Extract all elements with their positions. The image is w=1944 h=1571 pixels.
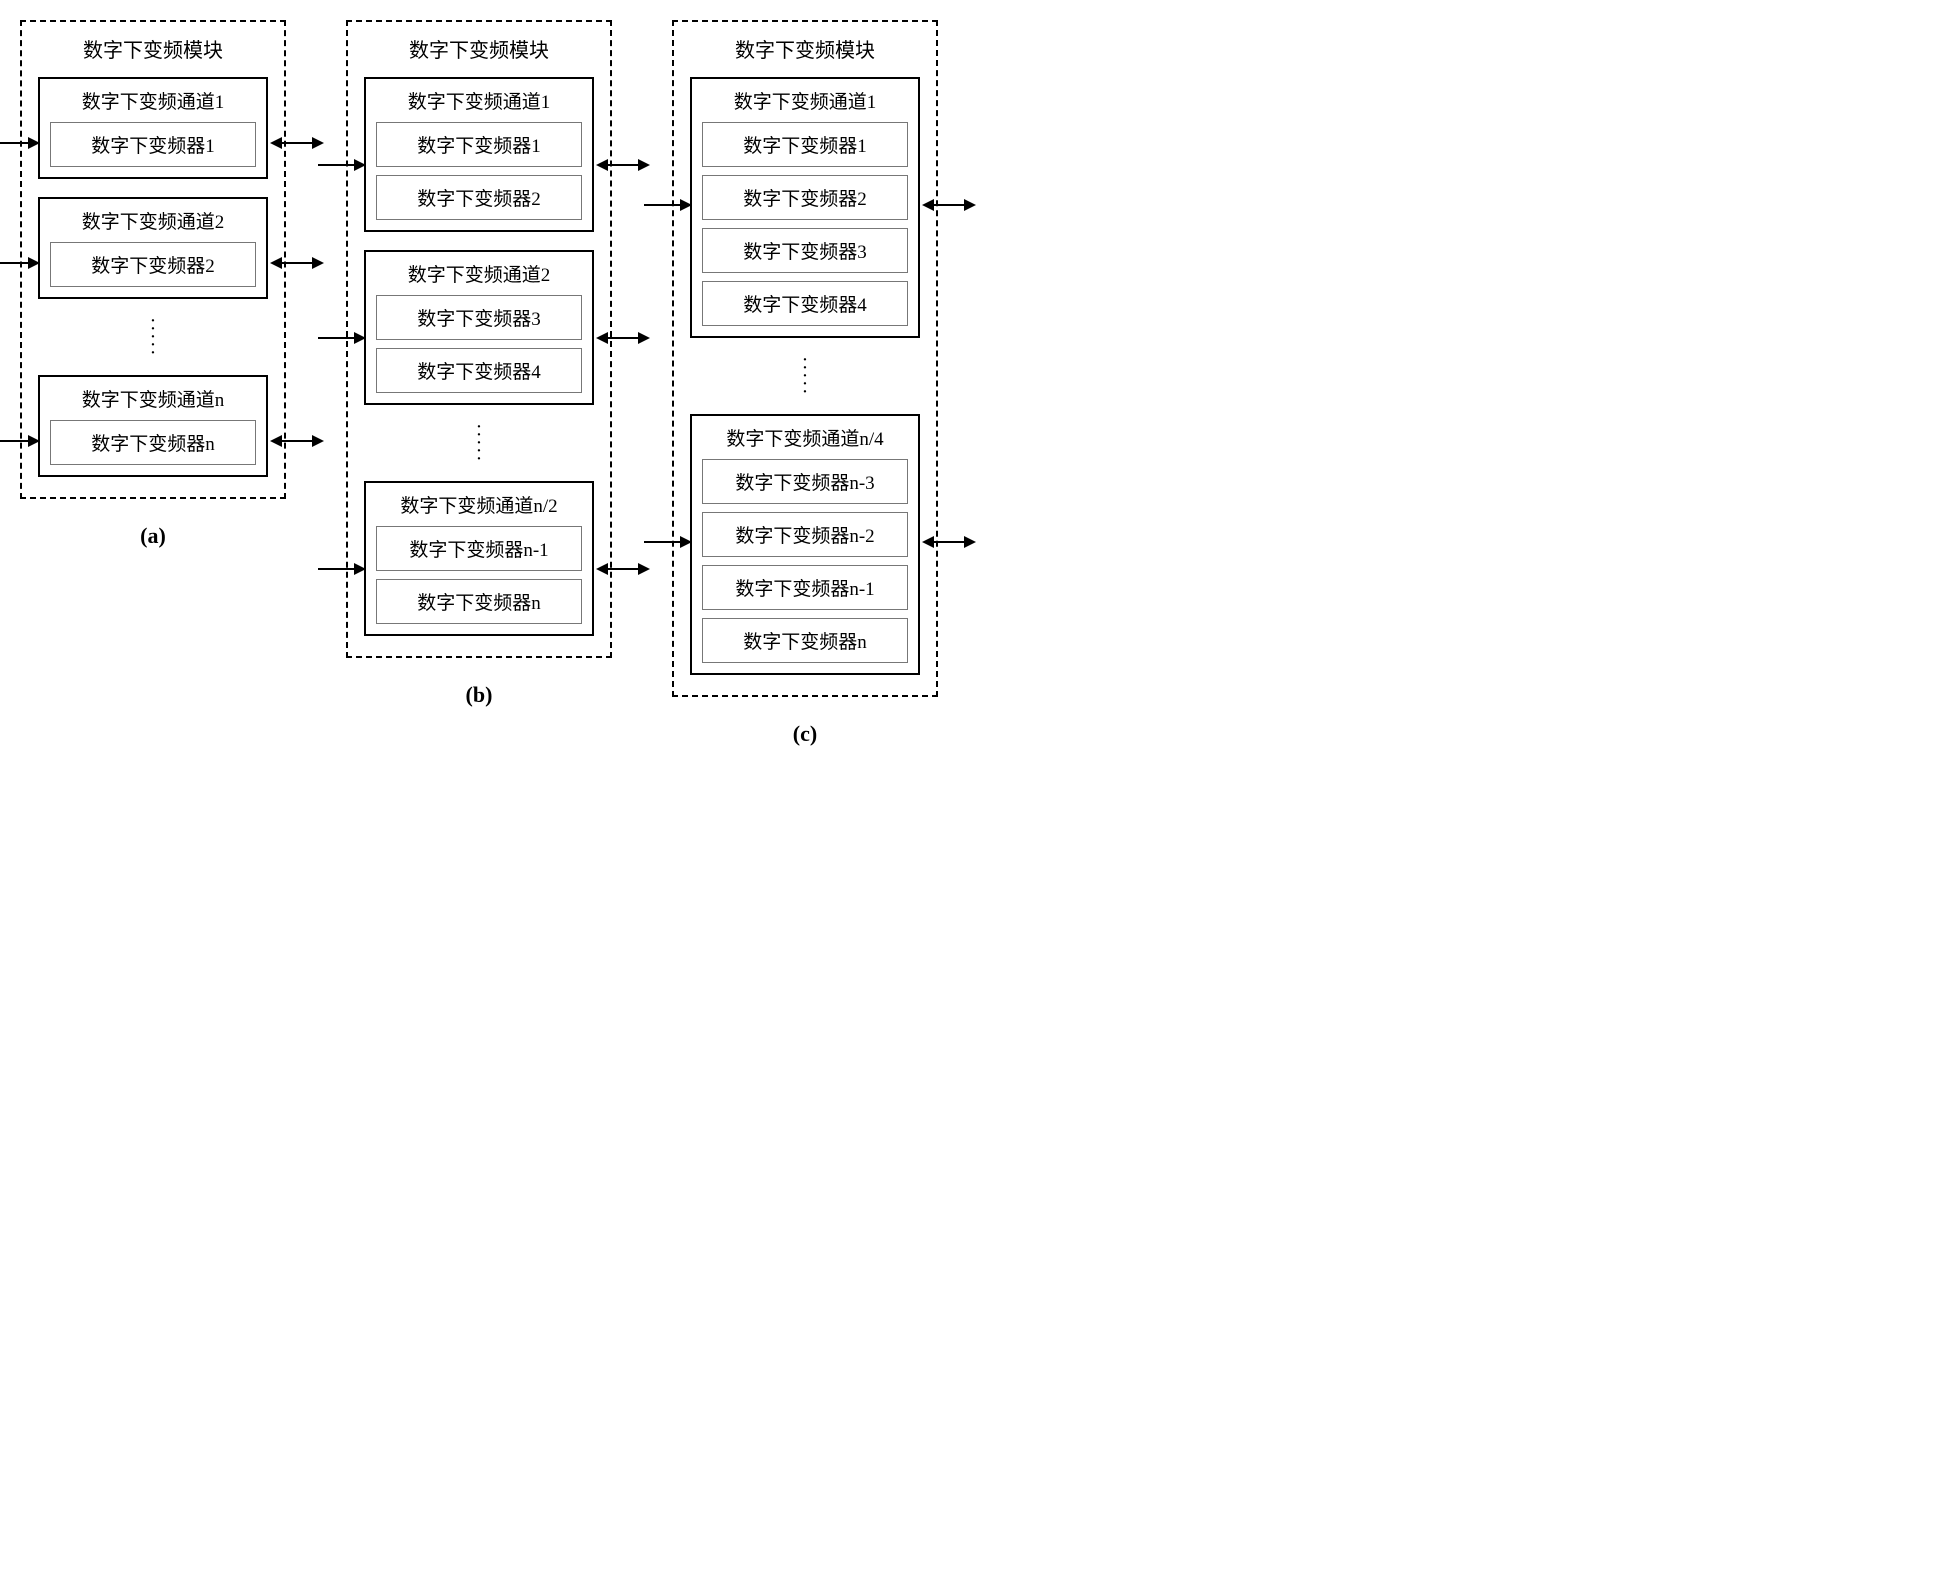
module-c: 数字下变频模块 数字下变频通道1 数字下变频器1 数字下变频器2 数字下变频器3… [672,20,938,697]
arrow-bidir-icon [596,332,650,344]
converter-box: 数字下变频器n-1 [702,565,908,610]
converter-box: 数字下变频器n-2 [702,512,908,557]
channel-title: 数字下变频通道n/4 [702,424,908,451]
vertical-dots-icon: ····· [364,423,594,463]
channel-b-n2: 数字下变频通道n/2 数字下变频器n-1 数字下变频器n [364,481,594,636]
module-title: 数字下变频模块 [690,34,920,63]
converter-box: 数字下变频器3 [376,295,582,340]
arrow-bidir-icon [596,563,650,575]
arrow-in-icon [318,332,366,344]
converter-box: 数字下变频器4 [376,348,582,393]
channel-a-1: 数字下变频通道1 数字下变频器1 [38,77,268,179]
arrow-in-icon [0,435,40,447]
arrow-in-icon [318,563,366,575]
arrow-bidir-icon [922,199,976,211]
arrow-bidir-icon [270,137,324,149]
diagram-b: 数字下变频模块 数字下变频通道1 数字下变频器1 数字下变频器2 数字下变频通道… [346,20,612,708]
diagram-c: 数字下变频模块 数字下变频通道1 数字下变频器1 数字下变频器2 数字下变频器3… [672,20,938,747]
module-b: 数字下变频模块 数字下变频通道1 数字下变频器1 数字下变频器2 数字下变频通道… [346,20,612,658]
channel-a-2: 数字下变频通道2 数字下变频器2 [38,197,268,299]
channel-title: 数字下变频通道n [50,385,256,412]
arrow-in-icon [0,257,40,269]
converter-box: 数字下变频器n [50,420,256,465]
vertical-dots-icon: ····· [690,356,920,396]
converter-box: 数字下变频器2 [702,175,908,220]
arrow-in-icon [644,536,692,548]
converter-box: 数字下变频器2 [376,175,582,220]
caption-c: (c) [793,721,817,747]
channel-c-1: 数字下变频通道1 数字下变频器1 数字下变频器2 数字下变频器3 数字下变频器4 [690,77,920,338]
channel-title: 数字下变频通道1 [376,87,582,114]
channel-b-1: 数字下变频通道1 数字下变频器1 数字下变频器2 [364,77,594,232]
arrow-in-icon [318,159,366,171]
channel-title: 数字下变频通道2 [50,207,256,234]
arrow-in-icon [644,199,692,211]
arrow-bidir-icon [270,257,324,269]
module-a: 数字下变频模块 数字下变频通道1 数字下变频器1 数字下变频通道2 数字下变频器… [20,20,286,499]
channel-title: 数字下变频通道1 [702,87,908,114]
channel-title: 数字下变频通道n/2 [376,491,582,518]
module-title: 数字下变频模块 [364,34,594,63]
caption-a: (a) [140,523,166,549]
arrow-bidir-icon [922,536,976,548]
channel-c-n4: 数字下变频通道n/4 数字下变频器n-3 数字下变频器n-2 数字下变频器n-1… [690,414,920,675]
channel-title: 数字下变频通道1 [50,87,256,114]
arrow-bidir-icon [596,159,650,171]
channel-title: 数字下变频通道2 [376,260,582,287]
converter-box: 数字下变频器n-1 [376,526,582,571]
converter-box: 数字下变频器1 [702,122,908,167]
caption-b: (b) [466,682,493,708]
converter-box: 数字下变频器3 [702,228,908,273]
converter-box: 数字下变频器n [376,579,582,624]
converter-box: 数字下变频器1 [376,122,582,167]
vertical-dots-icon: ····· [38,317,268,357]
channel-a-n: 数字下变频通道n 数字下变频器n [38,375,268,477]
module-title: 数字下变频模块 [38,34,268,63]
converter-box: 数字下变频器2 [50,242,256,287]
converter-box: 数字下变频器4 [702,281,908,326]
channel-b-2: 数字下变频通道2 数字下变频器3 数字下变频器4 [364,250,594,405]
arrow-in-icon [0,137,40,149]
converter-box: 数字下变频器n-3 [702,459,908,504]
converter-box: 数字下变频器1 [50,122,256,167]
diagram-a: 数字下变频模块 数字下变频通道1 数字下变频器1 数字下变频通道2 数字下变频器… [20,20,286,549]
arrow-bidir-icon [270,435,324,447]
converter-box: 数字下变频器n [702,618,908,663]
